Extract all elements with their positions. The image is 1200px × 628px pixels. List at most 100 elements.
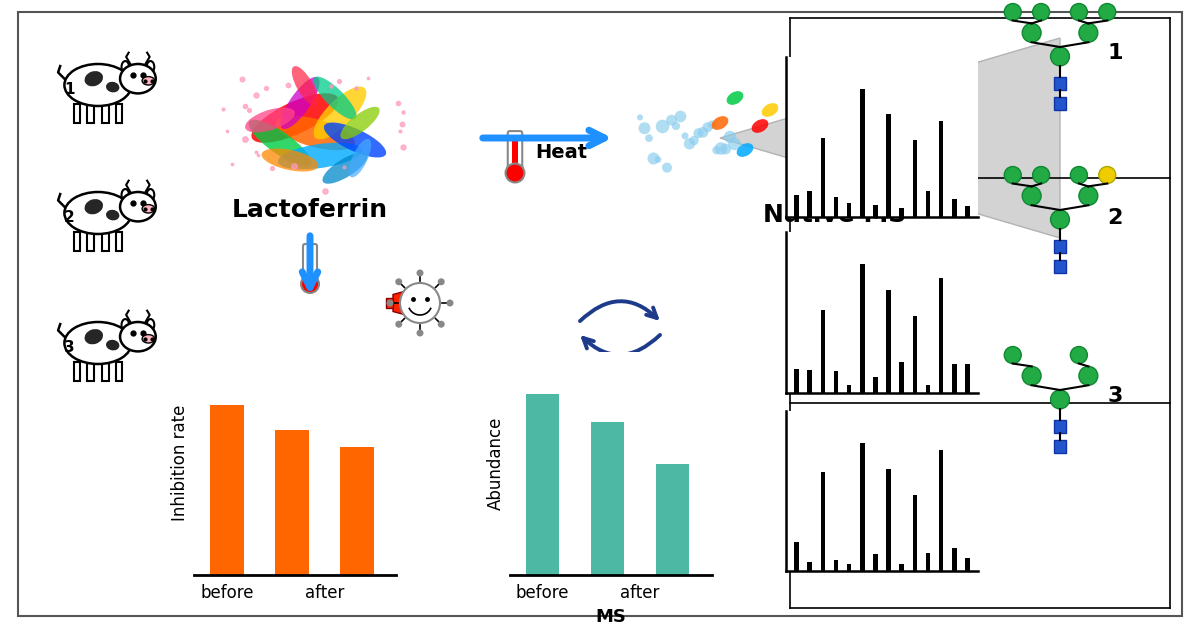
Polygon shape bbox=[720, 38, 1060, 238]
Circle shape bbox=[697, 127, 708, 138]
Circle shape bbox=[655, 156, 661, 163]
Ellipse shape bbox=[120, 192, 156, 222]
Ellipse shape bbox=[121, 319, 130, 331]
Ellipse shape bbox=[142, 77, 155, 85]
Y-axis label: Inhibition rate: Inhibition rate bbox=[170, 405, 188, 521]
Bar bbox=[938, 121, 943, 217]
Ellipse shape bbox=[751, 119, 768, 133]
FancyBboxPatch shape bbox=[1054, 440, 1067, 453]
Ellipse shape bbox=[313, 77, 356, 119]
Circle shape bbox=[1099, 166, 1116, 183]
Ellipse shape bbox=[65, 322, 132, 364]
Bar bbox=[590, 422, 624, 575]
Circle shape bbox=[638, 122, 650, 134]
Bar bbox=[794, 195, 799, 217]
FancyBboxPatch shape bbox=[88, 232, 94, 251]
Circle shape bbox=[1070, 347, 1087, 364]
Bar bbox=[952, 199, 956, 217]
Ellipse shape bbox=[712, 116, 728, 130]
FancyBboxPatch shape bbox=[1054, 241, 1067, 253]
FancyBboxPatch shape bbox=[1054, 420, 1067, 433]
Bar bbox=[887, 290, 890, 392]
Text: 3: 3 bbox=[1108, 386, 1123, 406]
Ellipse shape bbox=[106, 82, 119, 92]
Bar bbox=[808, 562, 812, 571]
Bar bbox=[965, 558, 970, 571]
Ellipse shape bbox=[84, 71, 103, 86]
Bar bbox=[794, 369, 799, 392]
X-axis label: MS: MS bbox=[595, 608, 626, 626]
Ellipse shape bbox=[762, 103, 779, 117]
Text: 1: 1 bbox=[1108, 43, 1123, 63]
Bar bbox=[526, 394, 559, 575]
Bar bbox=[874, 377, 877, 392]
Bar bbox=[860, 443, 864, 571]
Text: Lactoferrin: Lactoferrin bbox=[232, 198, 388, 222]
Bar bbox=[821, 138, 826, 217]
Ellipse shape bbox=[262, 148, 318, 171]
Circle shape bbox=[1032, 4, 1050, 21]
Ellipse shape bbox=[121, 61, 130, 73]
FancyBboxPatch shape bbox=[115, 104, 122, 123]
Bar bbox=[655, 464, 690, 575]
Ellipse shape bbox=[106, 210, 119, 220]
Bar bbox=[847, 564, 852, 571]
Circle shape bbox=[715, 142, 727, 154]
Circle shape bbox=[1050, 390, 1069, 409]
Circle shape bbox=[386, 300, 394, 306]
Circle shape bbox=[728, 138, 740, 150]
Bar bbox=[860, 89, 864, 217]
Ellipse shape bbox=[281, 77, 319, 129]
Ellipse shape bbox=[120, 64, 156, 94]
Circle shape bbox=[505, 163, 524, 183]
Ellipse shape bbox=[252, 93, 338, 143]
Bar bbox=[874, 205, 877, 217]
Ellipse shape bbox=[65, 192, 132, 234]
Ellipse shape bbox=[349, 139, 371, 177]
Circle shape bbox=[1004, 4, 1021, 21]
Circle shape bbox=[708, 121, 716, 129]
Ellipse shape bbox=[245, 107, 295, 133]
Bar bbox=[900, 208, 904, 217]
Bar bbox=[965, 364, 970, 392]
Circle shape bbox=[1079, 23, 1098, 42]
Circle shape bbox=[666, 115, 677, 126]
Ellipse shape bbox=[121, 189, 130, 201]
Ellipse shape bbox=[727, 91, 743, 105]
Circle shape bbox=[648, 153, 660, 165]
Bar bbox=[887, 114, 890, 217]
Polygon shape bbox=[394, 290, 412, 317]
Ellipse shape bbox=[146, 189, 155, 201]
Text: 2: 2 bbox=[1108, 208, 1123, 228]
Ellipse shape bbox=[142, 335, 155, 343]
Circle shape bbox=[702, 122, 713, 133]
Text: 2: 2 bbox=[64, 210, 74, 225]
FancyBboxPatch shape bbox=[18, 12, 1182, 616]
FancyBboxPatch shape bbox=[1054, 261, 1067, 273]
Circle shape bbox=[1070, 166, 1087, 183]
Circle shape bbox=[395, 321, 402, 328]
Circle shape bbox=[438, 321, 445, 328]
FancyBboxPatch shape bbox=[511, 141, 518, 171]
Circle shape bbox=[724, 131, 737, 143]
FancyBboxPatch shape bbox=[102, 104, 109, 123]
Bar bbox=[275, 430, 308, 575]
Ellipse shape bbox=[323, 152, 367, 184]
Ellipse shape bbox=[120, 322, 156, 352]
FancyBboxPatch shape bbox=[1054, 97, 1067, 110]
Ellipse shape bbox=[84, 329, 103, 344]
FancyBboxPatch shape bbox=[88, 104, 94, 123]
Bar bbox=[938, 450, 943, 571]
Bar bbox=[952, 364, 956, 392]
Bar bbox=[912, 140, 917, 217]
Bar bbox=[900, 362, 904, 392]
Y-axis label: Abundance: Abundance bbox=[486, 416, 504, 510]
Ellipse shape bbox=[292, 66, 318, 106]
Ellipse shape bbox=[84, 199, 103, 214]
Circle shape bbox=[646, 134, 653, 142]
Circle shape bbox=[395, 278, 402, 285]
Bar bbox=[952, 548, 956, 571]
Ellipse shape bbox=[278, 143, 362, 170]
Ellipse shape bbox=[146, 319, 155, 331]
Text: 3: 3 bbox=[64, 340, 74, 355]
